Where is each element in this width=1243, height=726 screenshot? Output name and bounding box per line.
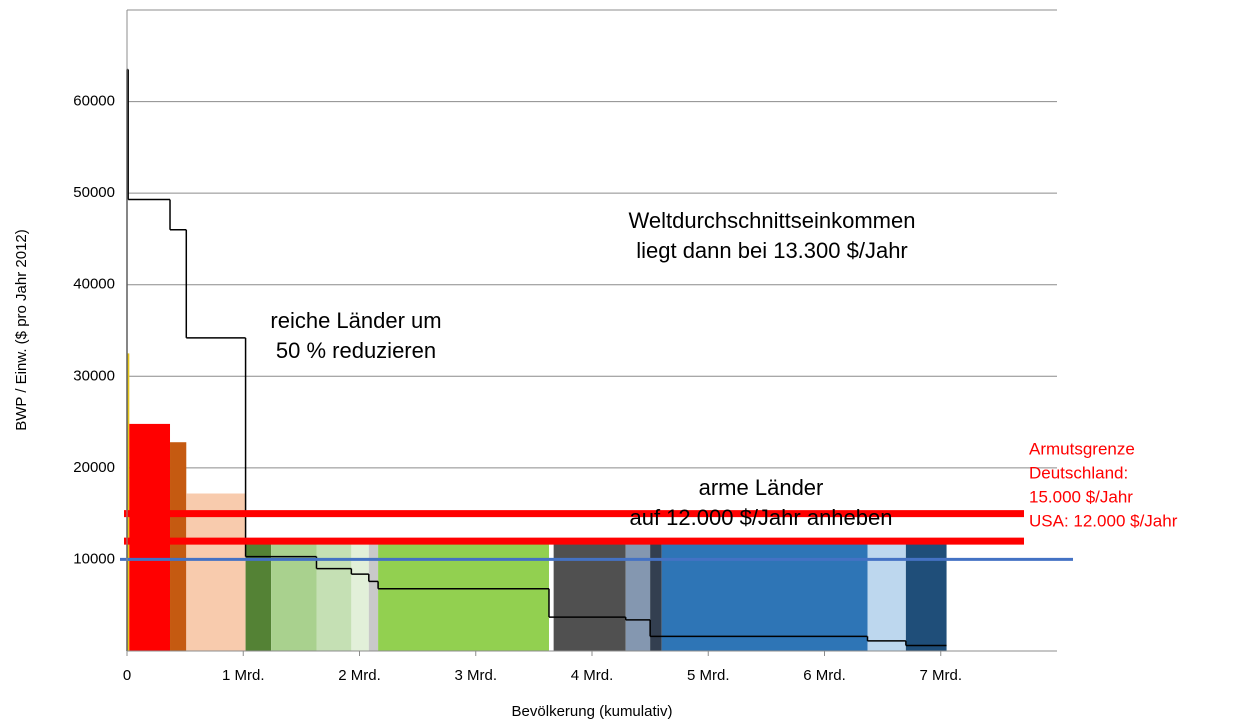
- bar: [316, 541, 352, 651]
- x-axis-label: Bevölkerung (kumulativ): [512, 703, 673, 720]
- annotation: 50 % reduzieren: [276, 338, 436, 363]
- annotation: liegt dann bei 13.300 $/Jahr: [636, 238, 908, 263]
- annotation: Weltdurchschnittseinkommen: [629, 208, 916, 233]
- bar: [661, 541, 868, 651]
- x-tick-label: 2 Mrd.: [338, 667, 381, 684]
- y-tick-label: 20000: [73, 459, 115, 476]
- annotation: Armutsgrenze: [1029, 439, 1135, 458]
- bar: [129, 423, 171, 651]
- bar: [170, 442, 187, 651]
- bar: [625, 541, 651, 651]
- y-axis-label: BWP / Einw. ($ pro Jahr 2012): [13, 229, 30, 430]
- bar: [127, 353, 130, 651]
- x-tick-label: 7 Mrd.: [919, 667, 962, 684]
- x-tick-label: 0: [123, 667, 131, 684]
- x-tick-label: 6 Mrd.: [803, 667, 846, 684]
- annotation: 15.000 $/Jahr: [1029, 487, 1133, 506]
- bar: [368, 541, 379, 651]
- y-tick-label: 50000: [73, 184, 115, 201]
- y-tick-label: 40000: [73, 276, 115, 293]
- bar: [186, 493, 246, 651]
- bar: [271, 541, 317, 651]
- bar: [650, 541, 662, 651]
- annotation: reiche Länder um: [270, 308, 441, 333]
- annotation: USA: 12.000 $/Jahr: [1029, 511, 1178, 530]
- x-tick-label: 1 Mrd.: [222, 667, 265, 684]
- y-tick-label: 10000: [73, 550, 115, 567]
- bar: [905, 541, 947, 651]
- y-tick-label: 30000: [73, 367, 115, 384]
- annotation: auf 12.000 $/Jahr anheben: [629, 505, 892, 530]
- x-tick-label: 4 Mrd.: [571, 667, 614, 684]
- x-tick-label: 5 Mrd.: [687, 667, 730, 684]
- x-tick-label: 3 Mrd.: [454, 667, 497, 684]
- bar: [378, 541, 549, 651]
- bar: [553, 541, 626, 651]
- annotation: Deutschland:: [1029, 463, 1128, 482]
- bar: [351, 541, 369, 651]
- annotation: arme Länder: [699, 475, 824, 500]
- bar: [867, 541, 906, 651]
- bar: [245, 541, 272, 651]
- y-tick-label: 60000: [73, 93, 115, 110]
